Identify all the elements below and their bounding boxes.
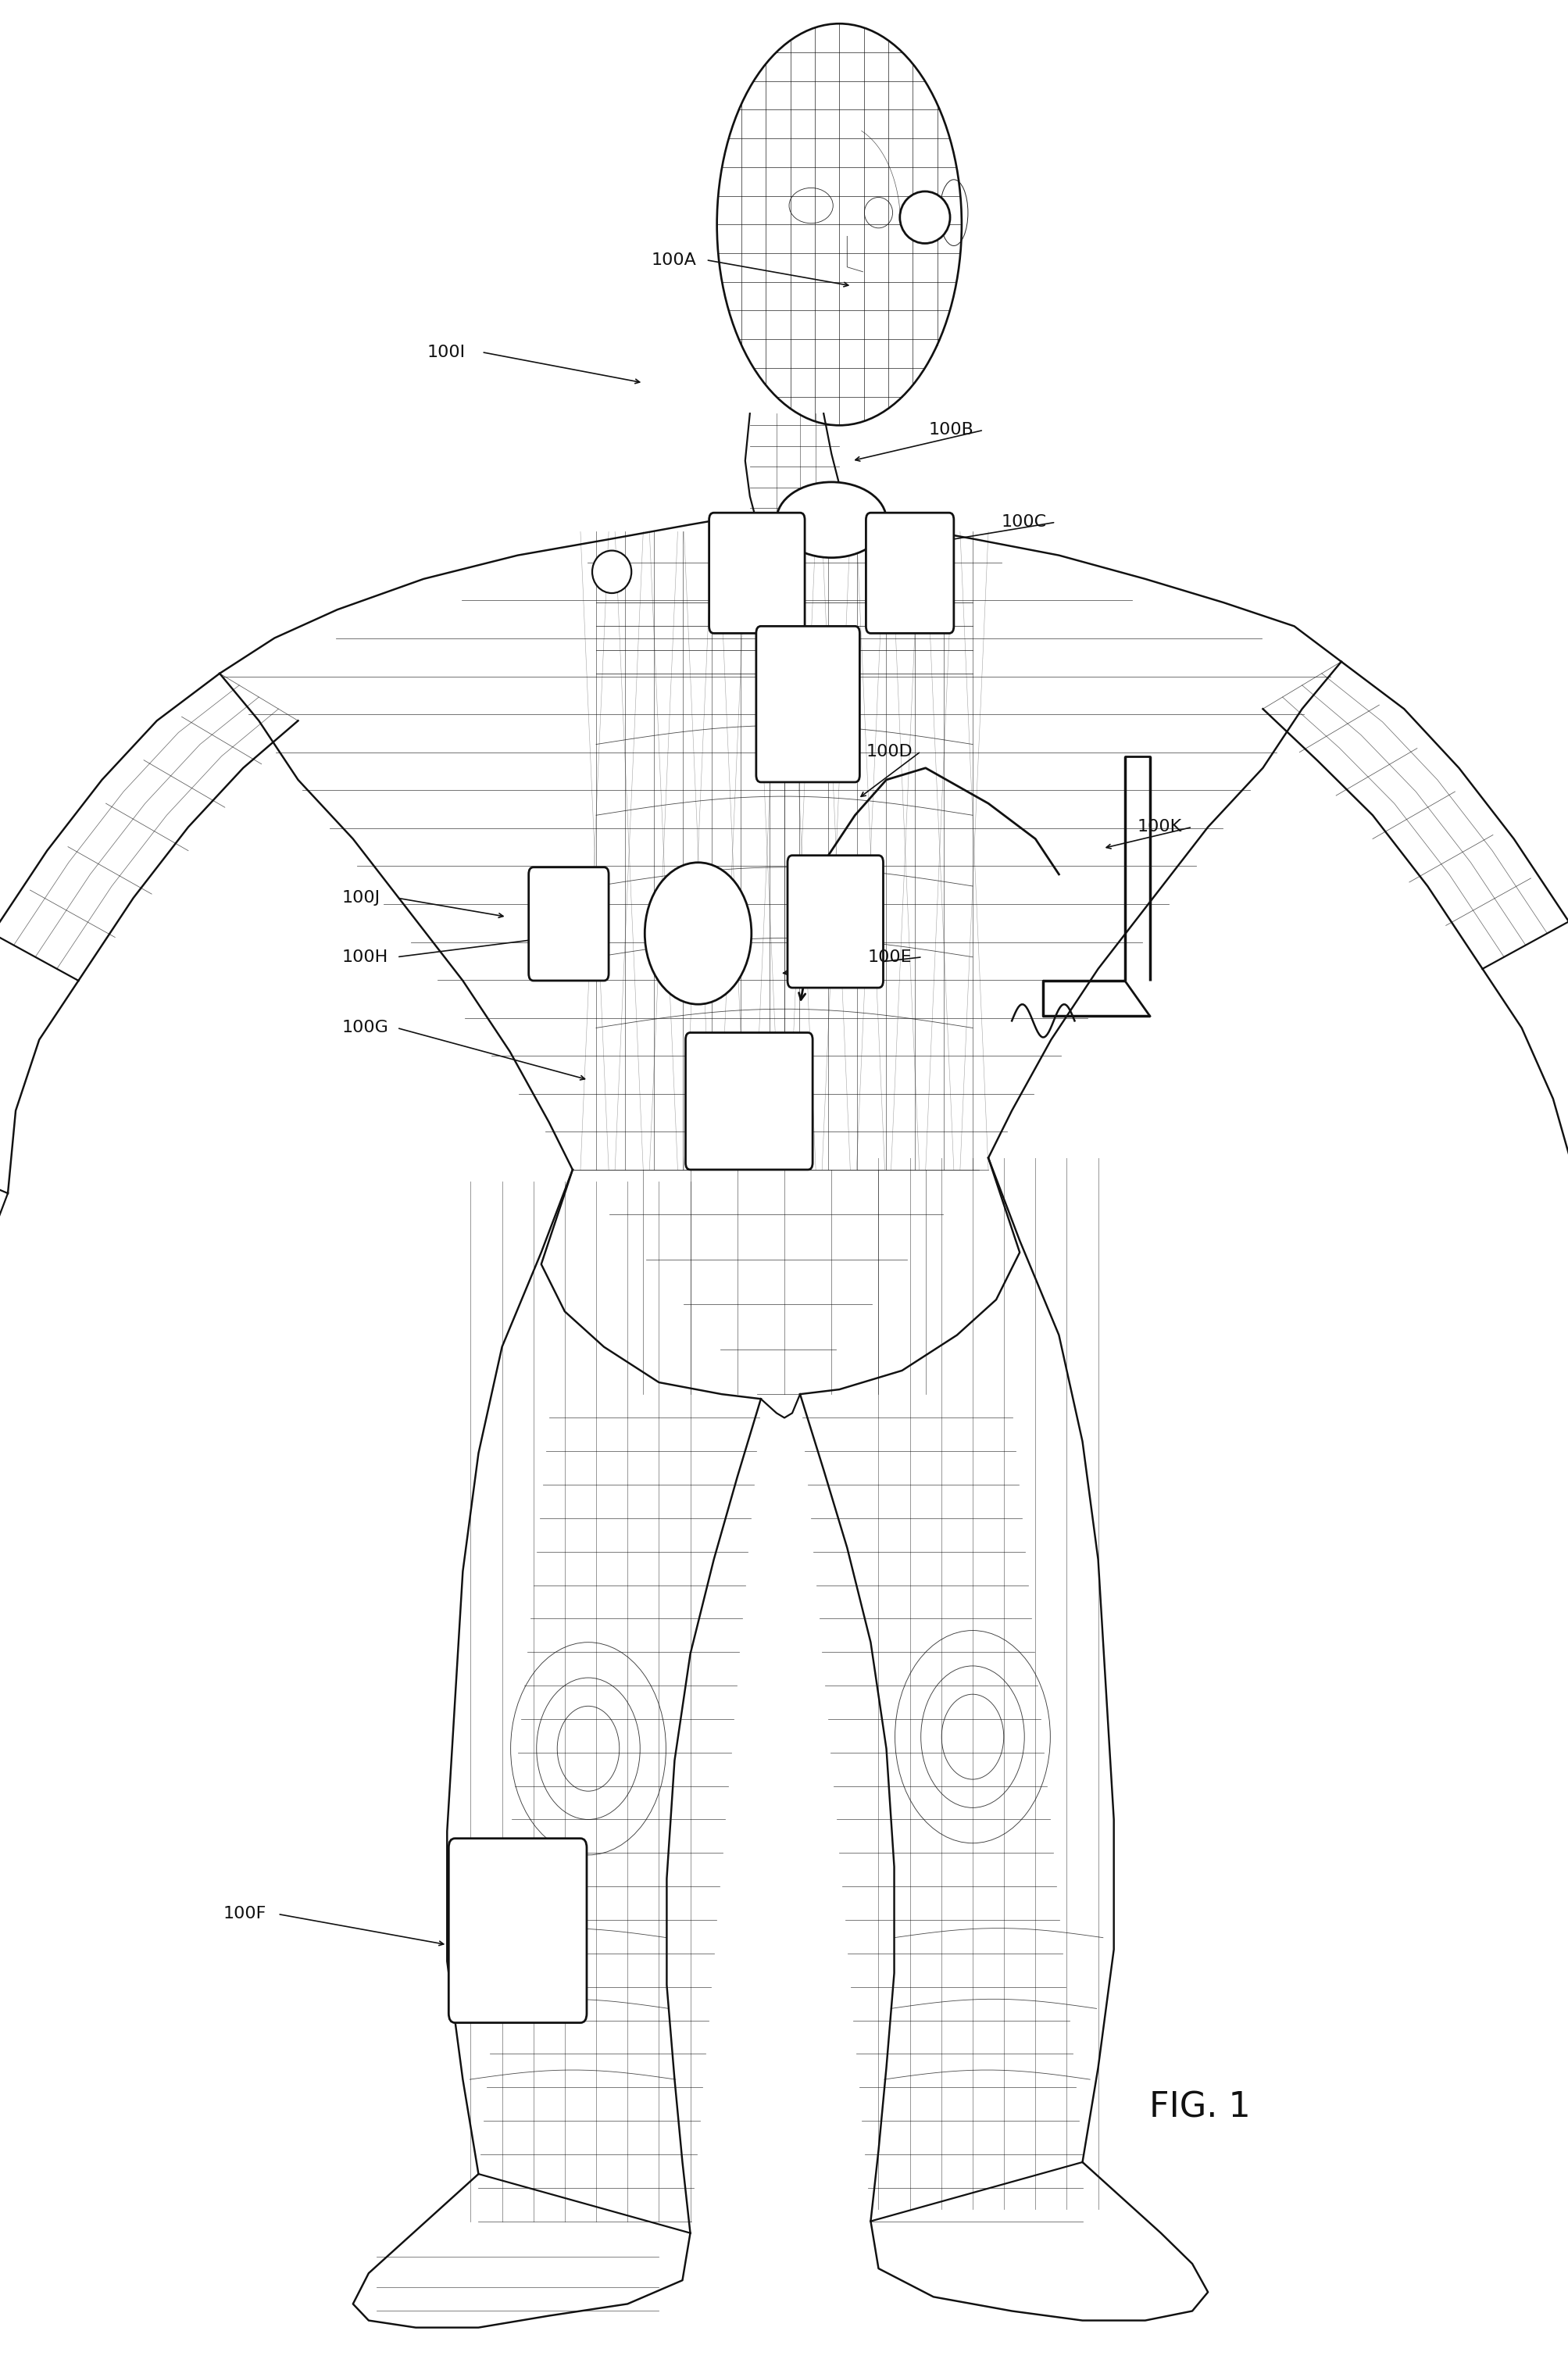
FancyBboxPatch shape	[709, 513, 804, 633]
Text: 100K: 100K	[1137, 820, 1182, 834]
FancyBboxPatch shape	[866, 513, 953, 633]
FancyBboxPatch shape	[448, 1838, 586, 2023]
Ellipse shape	[591, 551, 630, 593]
Text: 100B: 100B	[928, 423, 974, 437]
Text: 100E: 100E	[867, 950, 911, 964]
Text: 100D: 100D	[866, 744, 913, 759]
Text: FIG. 1: FIG. 1	[1149, 2091, 1250, 2124]
Ellipse shape	[900, 191, 950, 243]
FancyBboxPatch shape	[528, 867, 608, 981]
Ellipse shape	[644, 862, 751, 1004]
FancyBboxPatch shape	[685, 1033, 812, 1170]
Text: 100H: 100H	[342, 950, 389, 964]
Text: 100J: 100J	[342, 891, 379, 905]
FancyBboxPatch shape	[787, 855, 883, 988]
Text: 100C: 100C	[1000, 515, 1046, 529]
Text: 100G: 100G	[342, 1021, 389, 1035]
Text: 100F: 100F	[223, 1907, 267, 1921]
FancyBboxPatch shape	[756, 626, 859, 782]
Ellipse shape	[776, 482, 886, 558]
Text: 100I: 100I	[426, 345, 464, 359]
Text: 100A: 100A	[651, 253, 696, 267]
